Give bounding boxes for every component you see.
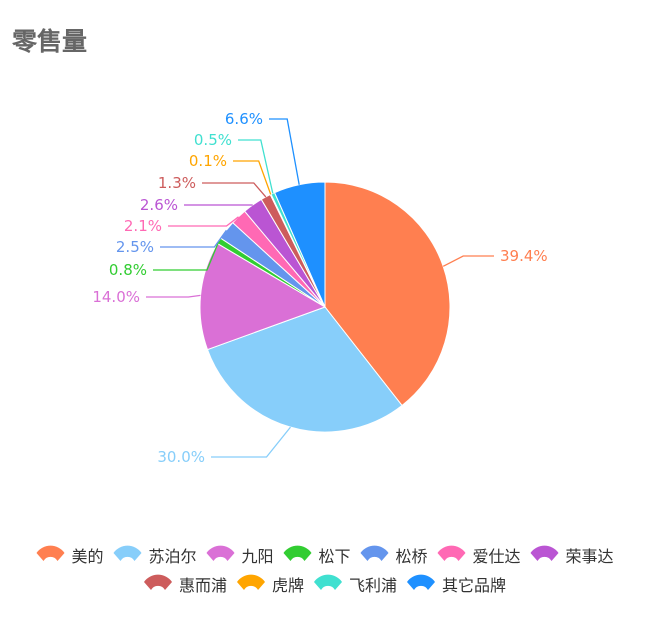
data-label-3: 14.0%	[92, 288, 140, 306]
data-label-2: 30.0%	[157, 448, 205, 466]
leader-line-9	[233, 160, 272, 195]
leader-line-5	[160, 229, 227, 248]
data-label-8: 1.3%	[158, 174, 196, 192]
legend-item-7[interactable]: 荣事达	[530, 545, 614, 566]
legend-swatch-icon	[283, 545, 312, 561]
legend-item-4[interactable]: 松下	[283, 545, 351, 566]
legend-item-1[interactable]: 美的	[36, 545, 104, 566]
leader-line-2	[211, 426, 292, 458]
legend-label: 苏泊尔	[149, 547, 197, 566]
legend-swatch-icon	[437, 545, 466, 561]
legend-item-3[interactable]: 九阳	[206, 545, 274, 566]
legend-item-6[interactable]: 爱仕达	[437, 545, 521, 566]
legend-swatch-icon	[206, 545, 235, 561]
data-label-11: 6.6%	[225, 110, 263, 128]
leader-line-10	[238, 139, 274, 194]
legend-swatch-icon	[113, 545, 142, 561]
chart-title: 零售量	[12, 27, 88, 56]
legend-item-10[interactable]: 飞利浦	[314, 574, 397, 595]
data-label-6: 2.1%	[124, 217, 162, 235]
legend-swatch-icon	[530, 545, 559, 561]
legend-swatch-icon	[360, 545, 389, 561]
data-label-4: 0.8%	[109, 261, 147, 279]
legend-item-9[interactable]: 虎牌	[237, 574, 304, 595]
data-label-10: 0.5%	[194, 131, 232, 149]
pie-slice-1[interactable]	[324, 181, 451, 407]
leader-line-8	[202, 182, 267, 198]
legend-item-8[interactable]: 惠而浦	[144, 574, 227, 595]
legend-label: 荣事达	[566, 547, 614, 566]
legend-swatch-icon	[314, 574, 342, 590]
leader-line-4	[153, 240, 220, 271]
legend-label: 松桥	[396, 547, 428, 566]
leader-line-6	[168, 216, 239, 227]
data-label-5: 2.5%	[116, 238, 154, 256]
data-label-7: 2.6%	[140, 196, 178, 214]
legend-item-2[interactable]: 苏泊尔	[113, 545, 197, 566]
data-label-9: 0.1%	[189, 152, 227, 170]
leader-line-3	[146, 294, 201, 298]
legend-swatch-icon	[144, 574, 172, 590]
legend-label: 飞利浦	[349, 576, 397, 595]
leader-line-1	[442, 255, 494, 267]
legend-swatch-icon	[237, 574, 265, 590]
legend-label: 虎牌	[272, 576, 304, 595]
leader-line-11	[269, 118, 300, 185]
legend-label: 爱仕达	[473, 547, 521, 566]
pie-slice-3[interactable]	[199, 242, 327, 351]
legend-label: 九阳	[242, 547, 274, 566]
legend-label: 其它品牌	[442, 576, 506, 595]
legend-label: 惠而浦	[179, 576, 227, 595]
legend-label: 美的	[72, 547, 104, 566]
data-label-1: 39.4%	[500, 247, 548, 265]
legend-label: 松下	[319, 547, 351, 566]
legend-item-11[interactable]: 其它品牌	[407, 574, 506, 595]
legend-swatch-icon	[407, 574, 435, 590]
legend-item-5[interactable]: 松桥	[360, 545, 428, 566]
legend-swatch-icon	[36, 545, 65, 561]
